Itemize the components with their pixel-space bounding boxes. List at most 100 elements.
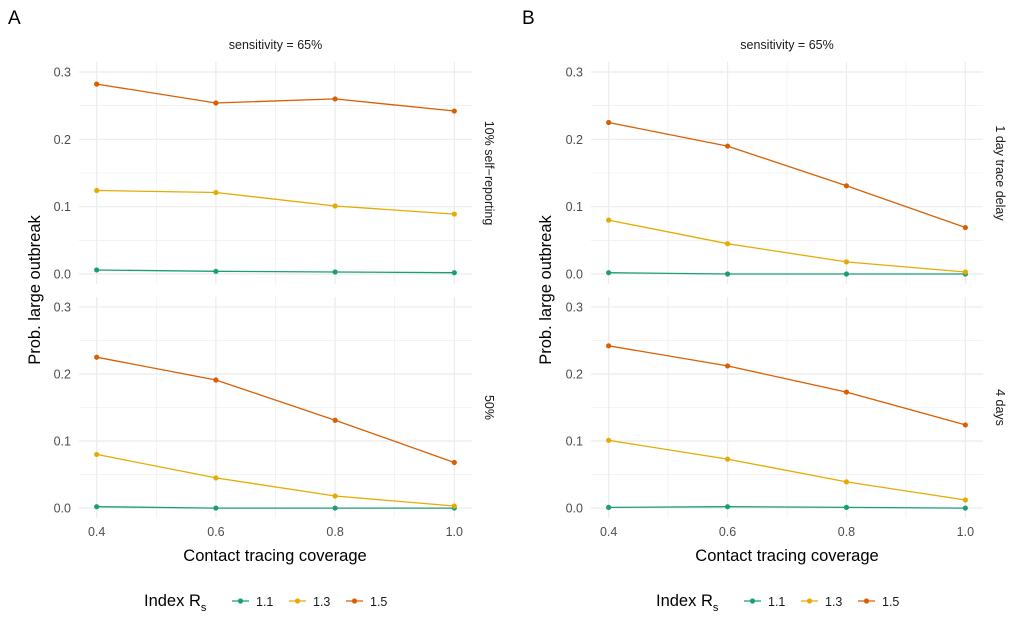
series-line-1-5 xyxy=(96,356,455,464)
data-point-1-1 xyxy=(94,504,100,510)
panel-label: A xyxy=(8,8,21,29)
data-point-1-5 xyxy=(606,119,612,126)
data-point-1-5 xyxy=(332,417,338,423)
data-point-1-5 xyxy=(962,422,968,428)
data-point-1-3 xyxy=(94,187,100,194)
y-tick-label: 0.0 xyxy=(566,268,583,282)
legend-label: 1.3 xyxy=(313,595,330,609)
legend-label: 1.1 xyxy=(256,595,273,609)
data-point-1-1 xyxy=(606,270,612,276)
data-point-1-1 xyxy=(843,504,850,510)
column-strip-label: sensitivity = 65% xyxy=(229,38,322,52)
data-point-1-1 xyxy=(606,504,612,510)
data-point-1-5 xyxy=(724,143,731,149)
legend-label: 1.1 xyxy=(768,595,785,609)
y-tick-label: 0.1 xyxy=(566,435,583,449)
y-tick-label: 0.3 xyxy=(566,300,583,314)
y-tick-label: 0.2 xyxy=(566,367,583,381)
series-line-1-3 xyxy=(608,439,966,501)
legend-key-1-5: 1.5 xyxy=(346,595,387,609)
data-point-1-5 xyxy=(213,100,219,106)
legend-label: 1.5 xyxy=(370,595,387,609)
data-point-1-3 xyxy=(724,241,731,247)
series-line-1-5 xyxy=(96,83,455,112)
facet-2: 0.0 0.1 0.2 0.3 50% xyxy=(54,297,496,518)
data-point-1-3 xyxy=(213,475,219,481)
data-point-1-1 xyxy=(843,271,850,277)
series-line-1-3 xyxy=(96,453,455,507)
data-point-1-1 xyxy=(724,504,731,510)
legend-key-point xyxy=(237,598,244,604)
data-point-1-5 xyxy=(94,81,100,87)
legend: Index Rs 1.1 1.3 1.5 xyxy=(656,592,899,614)
legend-key-1-1: 1.1 xyxy=(232,595,273,609)
row-strip-label: 10% self−reporting xyxy=(482,121,496,226)
panel-label: B xyxy=(522,8,535,29)
data-point-1-1 xyxy=(451,270,457,276)
data-point-1-5 xyxy=(451,108,457,114)
series-line-1-1 xyxy=(96,269,455,274)
legend-label: 1.5 xyxy=(882,595,899,609)
column-strip-label: sensitivity = 65% xyxy=(740,38,833,52)
x-axis-title: Contact tracing coverage xyxy=(695,547,878,565)
data-point-1-3 xyxy=(843,479,850,485)
legend-label: 1.3 xyxy=(825,595,842,609)
data-point-1-1 xyxy=(94,267,100,273)
facet-1: 0.0 0.1 0.2 0.3 1 day trace delay xyxy=(566,62,1007,284)
legend-key-point xyxy=(863,598,870,604)
y-tick-label: 0.0 xyxy=(54,268,71,282)
legend-key-1-3: 1.3 xyxy=(801,595,842,609)
data-point-1-5 xyxy=(843,389,850,395)
legend-key-point xyxy=(351,598,358,604)
series-line-1-5 xyxy=(608,345,966,426)
facet-1: 0.0 0.1 0.2 0.3 10% self−reporting xyxy=(54,62,496,284)
x-axis-title: Contact tracing coverage xyxy=(183,547,366,565)
data-point-1-1 xyxy=(213,505,219,511)
y-tick-label: 0.1 xyxy=(54,200,71,214)
data-point-1-5 xyxy=(94,354,100,360)
legend-title: Index Rs xyxy=(144,592,207,614)
data-point-1-5 xyxy=(724,363,731,369)
legend-title-subscript: s xyxy=(713,602,719,614)
data-point-1-3 xyxy=(962,497,968,503)
data-point-1-1 xyxy=(213,268,219,274)
data-point-1-1 xyxy=(962,505,968,511)
y-tick-label: 0.2 xyxy=(54,367,71,381)
legend-title-subscript: s xyxy=(201,602,207,614)
data-point-1-3 xyxy=(843,259,850,265)
y-tick-label: 0.0 xyxy=(566,502,583,516)
x-tick-label: 0.8 xyxy=(326,525,343,539)
series-line-1-3 xyxy=(96,189,455,215)
x-tick-label: 0.6 xyxy=(719,525,736,539)
y-axis-title: Prob. large outbreak xyxy=(537,215,555,365)
data-point-1-3 xyxy=(451,503,457,509)
row-strip-label: 1 day trace delay xyxy=(993,125,1007,221)
legend-key-1-3: 1.3 xyxy=(289,595,330,609)
data-point-1-3 xyxy=(451,211,457,217)
row-strip-label: 50% xyxy=(482,395,496,420)
data-point-1-1 xyxy=(724,271,731,277)
x-tick-label: 0.4 xyxy=(88,525,105,539)
data-point-1-3 xyxy=(332,493,338,499)
data-point-1-5 xyxy=(962,224,968,231)
legend-key-1-5: 1.5 xyxy=(858,595,899,609)
data-point-1-5 xyxy=(213,377,219,383)
y-tick-label: 0.2 xyxy=(54,133,71,147)
legend-key-point xyxy=(806,598,813,604)
series-line-1-3 xyxy=(608,219,966,273)
x-tick-label: 1.0 xyxy=(957,525,974,539)
series-line-1-1 xyxy=(608,506,966,509)
y-tick-label: 0.1 xyxy=(54,435,71,449)
data-point-1-3 xyxy=(213,189,219,196)
data-point-1-3 xyxy=(962,269,968,275)
row-strip-label: 4 days xyxy=(993,389,1007,426)
legend-key-point xyxy=(294,598,301,604)
y-tick-label: 0.3 xyxy=(54,300,71,314)
y-tick-label: 0.2 xyxy=(566,133,583,147)
data-point-1-3 xyxy=(332,203,338,209)
legend-title: Index Rs xyxy=(656,592,719,614)
y-tick-label: 0.1 xyxy=(566,200,583,214)
y-axis-title: Prob. large outbreak xyxy=(26,215,44,365)
x-tick-label: 1.0 xyxy=(446,525,463,539)
